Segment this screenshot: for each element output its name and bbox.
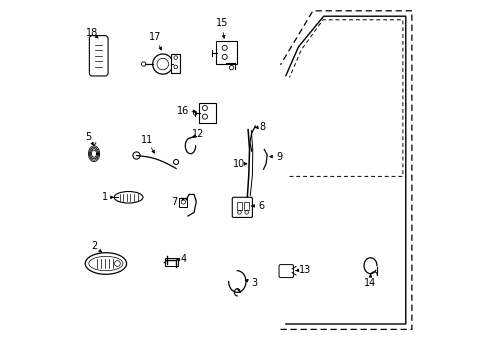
Text: 14: 14 bbox=[364, 278, 376, 288]
FancyBboxPatch shape bbox=[232, 197, 252, 217]
Ellipse shape bbox=[85, 253, 126, 274]
Ellipse shape bbox=[89, 256, 123, 271]
Text: 9: 9 bbox=[276, 152, 282, 162]
FancyBboxPatch shape bbox=[199, 103, 216, 123]
Text: 16: 16 bbox=[176, 106, 188, 116]
Text: 7: 7 bbox=[171, 197, 177, 207]
Text: 10: 10 bbox=[232, 159, 244, 169]
Text: 8: 8 bbox=[259, 122, 264, 132]
Bar bbox=[237, 202, 241, 210]
Text: 11: 11 bbox=[140, 135, 152, 145]
FancyBboxPatch shape bbox=[216, 41, 236, 64]
Bar bbox=[244, 202, 248, 210]
FancyBboxPatch shape bbox=[165, 258, 177, 266]
Text: 2: 2 bbox=[91, 241, 97, 251]
FancyBboxPatch shape bbox=[179, 198, 186, 207]
Text: 5: 5 bbox=[84, 132, 91, 142]
Text: 18: 18 bbox=[86, 28, 98, 38]
FancyBboxPatch shape bbox=[279, 265, 293, 278]
Text: 12: 12 bbox=[192, 129, 204, 139]
Text: 15: 15 bbox=[215, 18, 227, 28]
Text: 17: 17 bbox=[149, 32, 162, 42]
Ellipse shape bbox=[114, 192, 142, 203]
FancyBboxPatch shape bbox=[171, 54, 180, 73]
Text: 3: 3 bbox=[251, 278, 257, 288]
Text: 13: 13 bbox=[298, 265, 310, 275]
Text: 4: 4 bbox=[180, 254, 186, 264]
Text: 6: 6 bbox=[258, 201, 264, 211]
FancyBboxPatch shape bbox=[89, 36, 108, 76]
Text: 1: 1 bbox=[102, 192, 108, 202]
